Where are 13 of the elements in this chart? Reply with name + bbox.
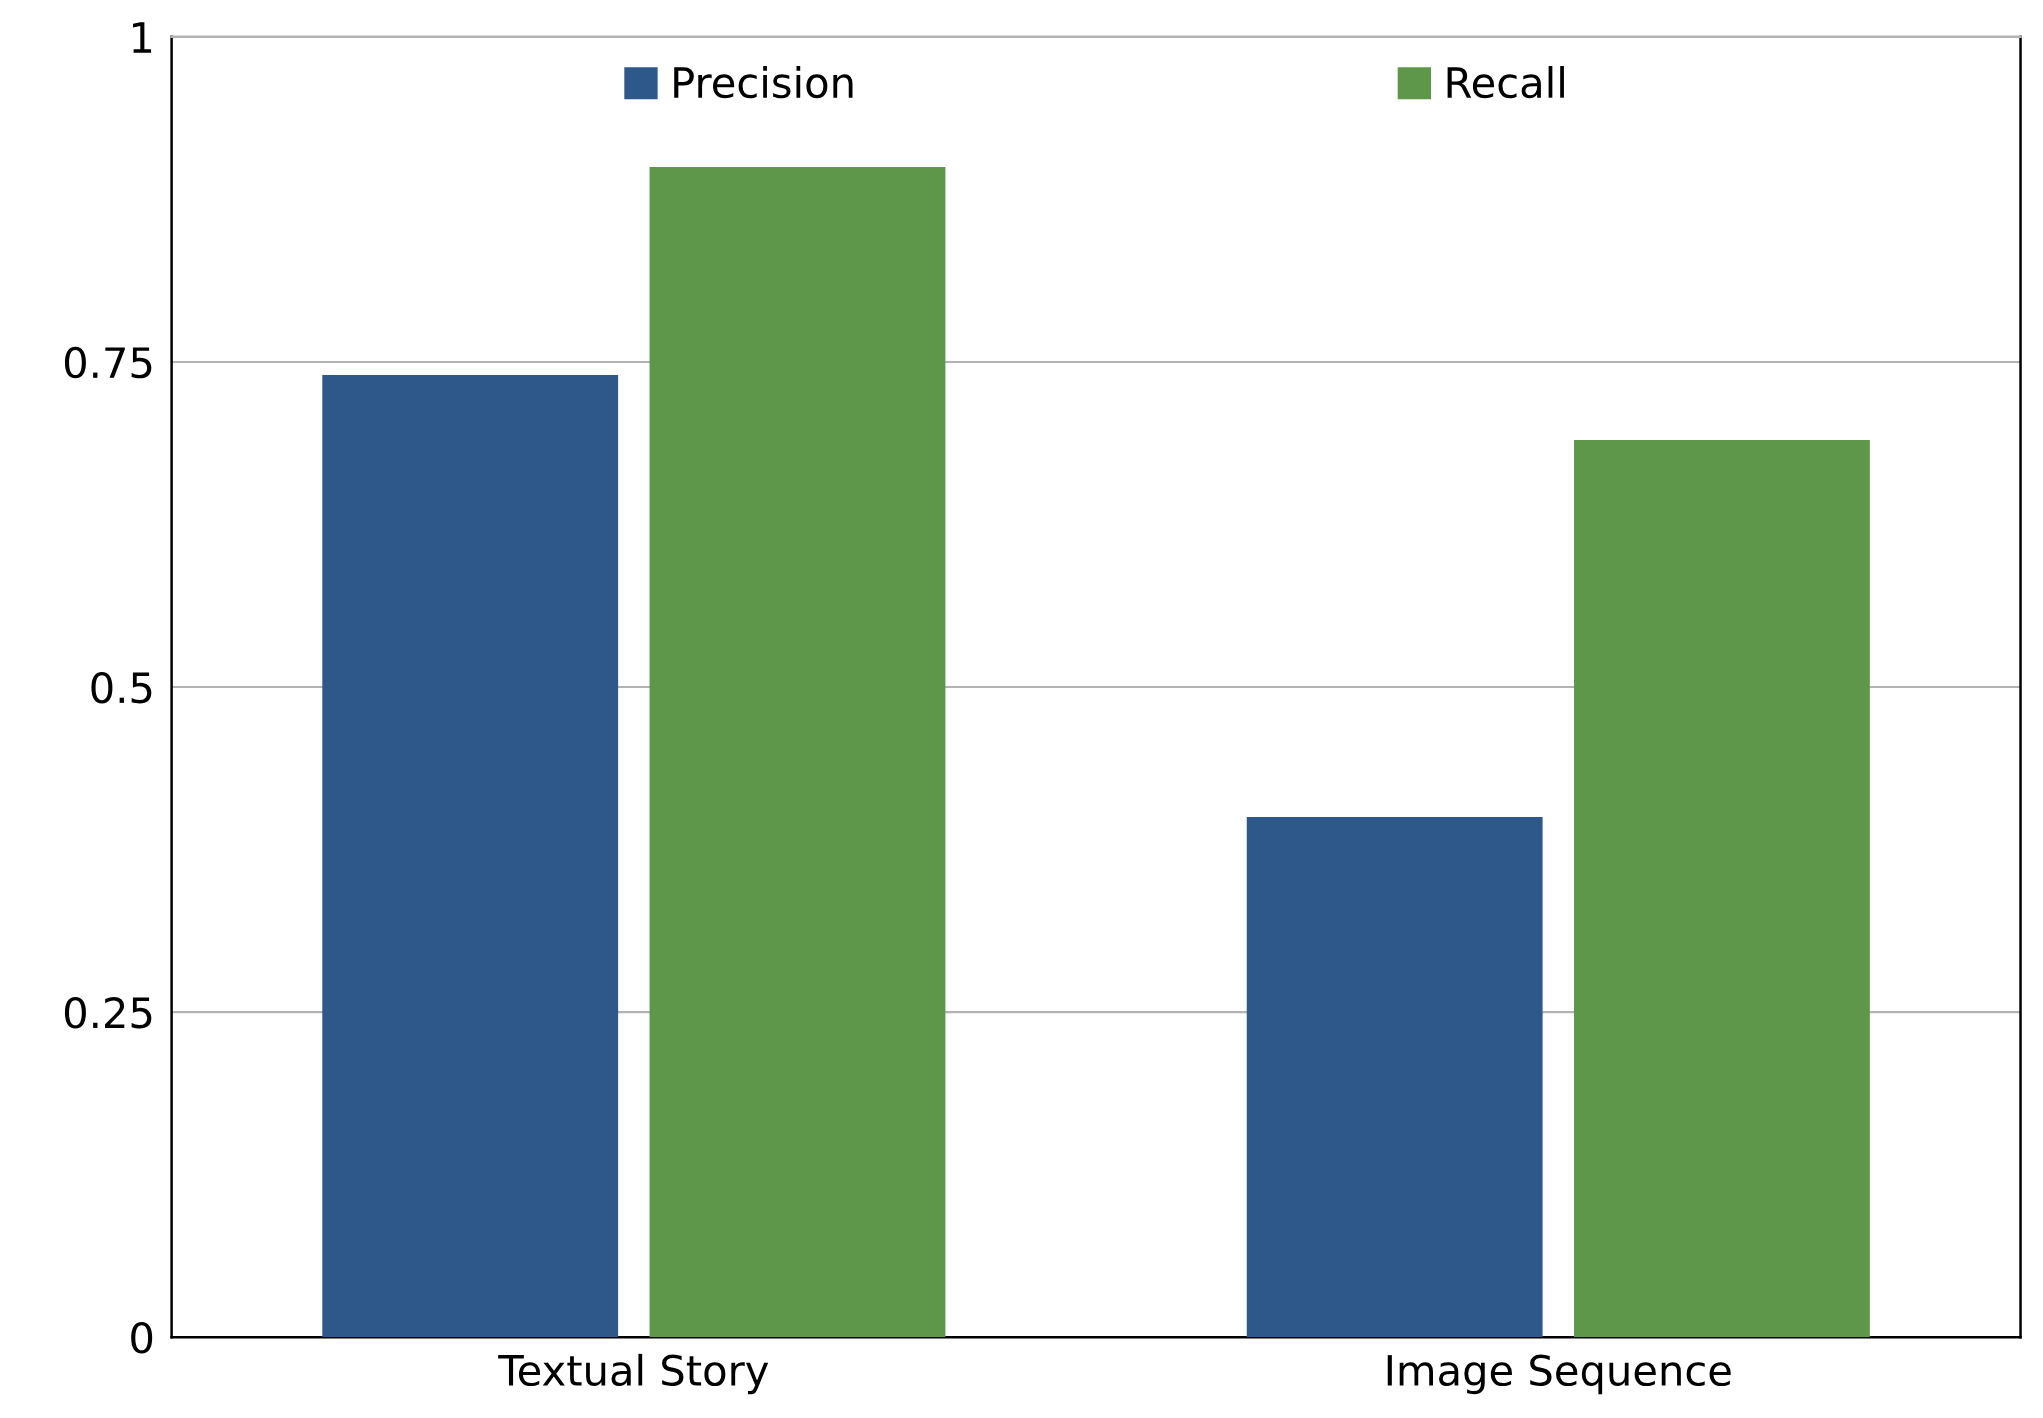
- bar: [322, 374, 619, 1338]
- x-tick-label: Image Sequence: [1387, 1354, 1731, 1395]
- bar: [649, 166, 946, 1338]
- y-tick-label: 0.5: [91, 671, 152, 704]
- y-tick-label: 0.25: [64, 997, 152, 1029]
- x-tick-label: Textual Story: [498, 1353, 769, 1395]
- y-tick-label: 1: [133, 22, 152, 53]
- bar: [1246, 817, 1543, 1338]
- legend-label: Recall: [1447, 66, 1564, 99]
- legend-label: Precision: [674, 66, 853, 99]
- y-tick-label: 0: [131, 1322, 153, 1354]
- bar: [1574, 439, 1870, 1338]
- y-tick-label: 0.75: [64, 346, 152, 379]
